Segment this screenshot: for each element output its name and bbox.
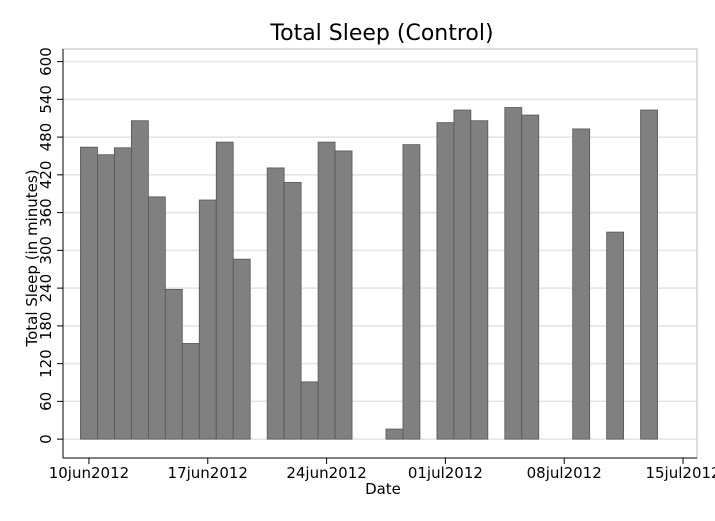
bar (164, 288, 183, 440)
x-tick-label: 10jun2012 (49, 464, 129, 482)
x-tick-label: 08jul2012 (527, 464, 602, 482)
bar (114, 147, 132, 440)
x-tick-label: 17jun2012 (168, 464, 248, 482)
bar (521, 114, 540, 440)
y-tick-label: 240 (37, 274, 55, 303)
chart-title: Total Sleep (Control) (269, 21, 493, 46)
bar (130, 120, 149, 440)
x-axis-title: Date (365, 480, 401, 498)
y-tick-label: 60 (37, 392, 55, 411)
bar (80, 146, 98, 440)
bar (215, 141, 234, 440)
bar (436, 122, 455, 440)
x-tick-label: 24jun2012 (286, 464, 366, 482)
bar (97, 154, 115, 440)
bar (572, 128, 591, 440)
x-tick-label: 15jul2012 (645, 464, 715, 482)
bar (198, 199, 217, 440)
bar (300, 381, 319, 440)
y-tick-label: 300 (37, 236, 55, 265)
y-tick-label: 360 (37, 198, 55, 227)
bar (640, 109, 658, 440)
bar (470, 120, 489, 440)
bar (334, 150, 353, 440)
y-tick-label: 180 (37, 312, 55, 341)
bar (606, 231, 625, 440)
y-tick-label: 480 (37, 123, 55, 152)
y-tick-label: 420 (37, 161, 55, 190)
bar (147, 196, 166, 440)
bar (181, 343, 200, 440)
bar (232, 258, 251, 440)
bar (453, 109, 472, 440)
y-tick-label: 540 (37, 85, 55, 114)
bar (385, 428, 404, 440)
bar (317, 141, 336, 440)
bar (402, 144, 421, 440)
y-tick-label: 600 (37, 47, 55, 76)
y-tick-label: 0 (37, 434, 55, 444)
bar (283, 181, 302, 440)
bar (266, 167, 285, 440)
y-axis-title: Total Sleep (in minutes) (23, 169, 41, 347)
bar (504, 107, 523, 440)
x-tick-label: 01jul2012 (408, 464, 483, 482)
y-tick-label: 120 (37, 349, 55, 378)
